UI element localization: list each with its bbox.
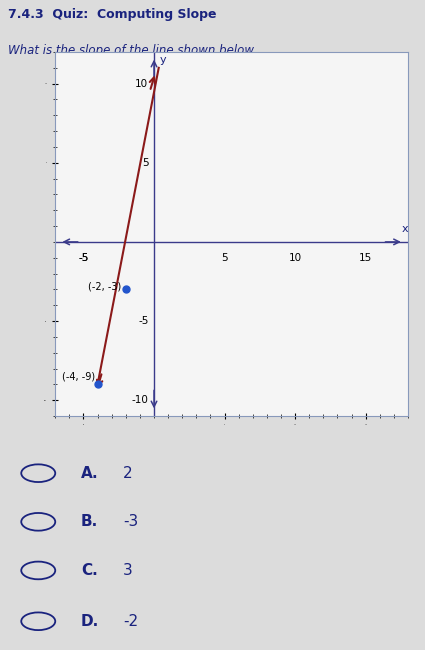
Text: 7.4.3  Quiz:  Computing Slope: 7.4.3 Quiz: Computing Slope — [8, 8, 217, 21]
Text: A.: A. — [81, 465, 98, 481]
Text: (-2, -3): (-2, -3) — [88, 281, 122, 291]
Text: 2: 2 — [123, 465, 133, 481]
Text: -10: -10 — [131, 395, 148, 405]
Text: -5: -5 — [78, 253, 89, 263]
Text: -3: -3 — [123, 514, 139, 529]
Text: (-4, -9): (-4, -9) — [62, 371, 95, 382]
Text: -2: -2 — [123, 614, 139, 629]
Text: 10: 10 — [135, 79, 148, 88]
Text: x: x — [402, 224, 408, 234]
Text: 5: 5 — [221, 253, 228, 263]
Text: B.: B. — [81, 514, 98, 529]
Text: -5: -5 — [78, 253, 89, 263]
Text: 3: 3 — [123, 563, 133, 578]
Text: 5: 5 — [142, 158, 148, 168]
Text: C.: C. — [81, 563, 97, 578]
Text: What is the slope of the line shown below: What is the slope of the line shown belo… — [8, 44, 255, 57]
Text: 15: 15 — [359, 253, 372, 263]
Text: -5: -5 — [138, 316, 148, 326]
Text: 10: 10 — [289, 253, 302, 263]
Text: D.: D. — [81, 614, 99, 629]
Text: y: y — [160, 55, 166, 65]
